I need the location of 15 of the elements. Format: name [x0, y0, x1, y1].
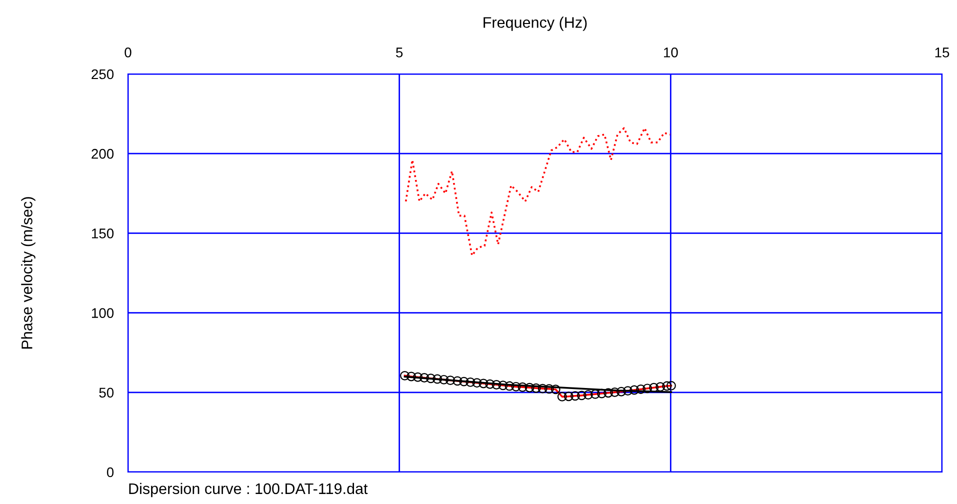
point — [400, 370, 410, 380]
x-axis-title: Frequency (Hz) — [484, 16, 587, 31]
y-axis-title: Phase velocity (m/sec) — [21, 197, 36, 349]
x-tick-label: 5 — [396, 48, 403, 58]
y-tick-label: 100 — [92, 308, 114, 318]
x-tick-label: 0 — [124, 48, 132, 58]
line-series — [404, 127, 672, 256]
y-tick-label: 150 — [92, 228, 114, 238]
text: Dispersion curve : 100.DAT-119.dat — [129, 482, 368, 498]
y-tick-label: 200 — [92, 148, 114, 159]
y-tick-label: 250 — [92, 69, 114, 80]
x-tick-label: 10 — [664, 48, 678, 58]
y-tick-label: 50 — [99, 388, 114, 398]
y-tick-label: 0 — [106, 467, 114, 478]
x-tick-label: 15 — [935, 48, 950, 58]
